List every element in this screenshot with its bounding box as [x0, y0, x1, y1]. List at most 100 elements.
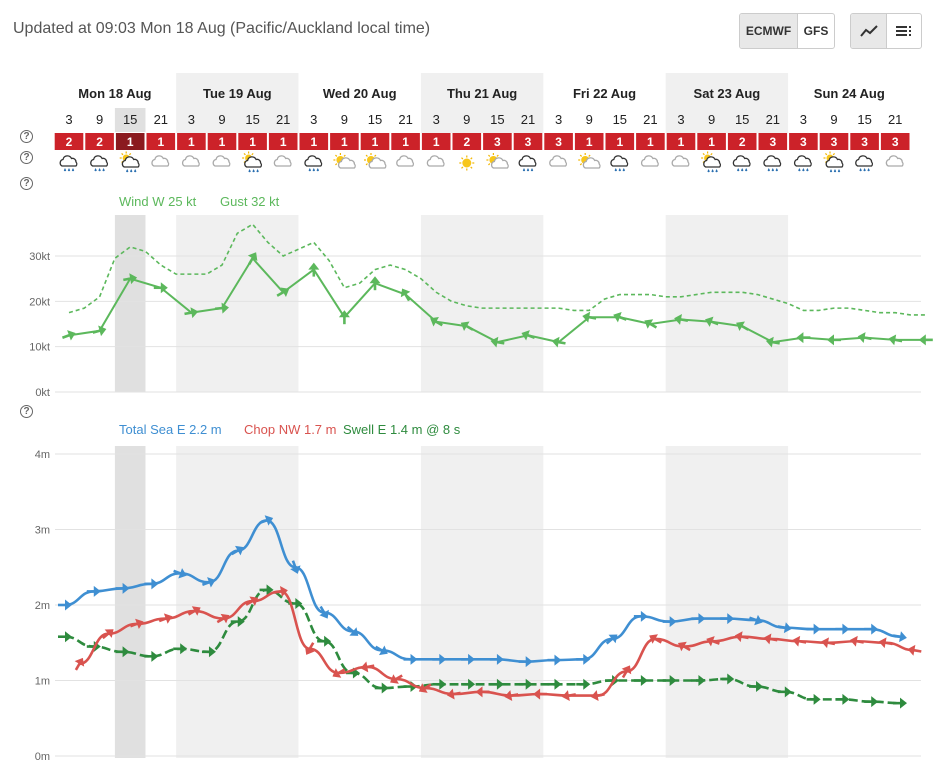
rain-icon	[793, 155, 812, 172]
rating-cell	[666, 133, 696, 150]
wind-help-icon[interactable]: ?	[20, 177, 33, 190]
wind-arrow	[92, 325, 107, 337]
chop-arrow	[304, 642, 315, 655]
weather-help-icon[interactable]: ?	[20, 151, 33, 164]
sea-help-icon[interactable]: ?	[20, 405, 33, 418]
legend-swell: Swell E 1.4 m @ 8 s	[343, 422, 461, 437]
wind-arrow	[338, 310, 350, 325]
rating-value: 1	[372, 135, 379, 149]
swell-arrow	[115, 646, 130, 658]
hour-label: 15	[613, 112, 627, 127]
y-tick-label: 30kt	[29, 251, 50, 263]
wind-arrow	[490, 336, 505, 348]
wind-arrow	[644, 319, 658, 329]
rating-cell	[880, 133, 910, 150]
gust-line	[68, 223, 926, 316]
wind-arrow	[613, 312, 627, 323]
total-sea-arrow	[259, 515, 274, 526]
wind-arrow	[705, 316, 719, 327]
ecmwf-button[interactable]: ECMWF	[740, 14, 798, 48]
day-band-header	[176, 73, 299, 133]
swell-arrow	[691, 675, 706, 686]
cloud-icon	[396, 155, 415, 167]
rating-value: 1	[616, 135, 623, 149]
chop-arrow	[158, 613, 173, 624]
rating-value: 3	[892, 135, 899, 149]
hour-label: 21	[276, 112, 290, 127]
wind-arrow	[61, 330, 76, 341]
swell-arrow	[518, 678, 533, 690]
line-chart-icon	[859, 25, 878, 37]
y-tick-label: 0kt	[35, 387, 50, 399]
day-band-sea	[665, 446, 789, 758]
hour-label: 9	[463, 112, 470, 127]
swell-arrow	[144, 650, 159, 662]
hour-label: 15	[857, 112, 871, 127]
hour-label: 3	[433, 112, 440, 127]
total-sea-arrow	[461, 653, 476, 665]
cloud-icon	[885, 155, 904, 167]
chop-arrow	[649, 634, 662, 644]
y-tick-label: 4m	[35, 449, 50, 461]
gfs-button[interactable]: GFS	[803, 24, 829, 38]
swell-arrow	[461, 678, 476, 690]
chop-arrow	[74, 657, 85, 671]
total-sea-arrow	[864, 623, 879, 635]
table-view-button[interactable]	[887, 14, 921, 48]
legend-total-sea: Total Sea E 2.2 m	[119, 422, 222, 437]
swell-arrow	[230, 616, 245, 628]
day-band-wind	[420, 215, 544, 392]
y-tick-label: 1m	[35, 676, 50, 688]
day-label: Mon 18 Aug	[78, 86, 151, 101]
rating-value: 3	[494, 135, 501, 149]
rain-icon	[855, 155, 874, 172]
swell-arrow	[633, 675, 648, 686]
chop-arrow	[849, 635, 864, 647]
rating-value: 1	[678, 135, 685, 149]
partly-sunny-rain-icon	[242, 151, 263, 173]
rating-value: 1	[157, 135, 164, 149]
partly-sunny-rain-icon	[701, 151, 722, 173]
rating-value: 2	[463, 135, 470, 149]
cloud-icon	[212, 155, 231, 167]
rating-help-icon[interactable]: ?	[20, 130, 33, 143]
wind-arrow	[736, 321, 749, 332]
rating-cell	[146, 133, 176, 150]
swell-arrow	[893, 697, 907, 709]
sunny-cloud-icon	[333, 153, 356, 169]
swell-arrow	[58, 631, 72, 643]
rating-value: 2	[739, 135, 746, 149]
total-sea-arrow	[489, 653, 504, 665]
rating-cell	[850, 133, 879, 150]
total-sea-arrow	[231, 545, 244, 556]
rating-cell	[544, 133, 573, 150]
total-sea-arrow	[86, 585, 101, 597]
cloud-icon	[273, 155, 292, 167]
rating-cell	[268, 133, 298, 150]
chop-arrow	[475, 686, 490, 698]
total-sea-arrow	[749, 614, 763, 626]
hour-label: 3	[800, 112, 807, 127]
list-icon	[896, 26, 911, 36]
line-chart-view-button[interactable]	[851, 14, 887, 48]
swell-arrow	[720, 673, 735, 685]
swell-arrow	[173, 643, 188, 655]
rating-cell	[789, 133, 818, 150]
total-sea-arrow	[58, 599, 72, 611]
day-label: Sat 23 Aug	[694, 86, 761, 101]
rating-cell	[360, 133, 390, 150]
total-sea-arrow	[605, 634, 618, 645]
rain-icon	[763, 155, 782, 172]
wind-arrow	[276, 287, 290, 298]
rain-icon	[732, 155, 751, 172]
hour-label: 9	[96, 112, 103, 127]
chop-arrow	[187, 606, 201, 616]
hour-label: 21	[521, 112, 535, 127]
chop-arrow	[101, 629, 114, 640]
wind-arrow	[400, 288, 411, 302]
hour-label: 3	[188, 112, 195, 127]
sunny-cloud-icon	[364, 153, 387, 169]
wind-arrow	[582, 311, 597, 323]
rating-value: 2	[66, 135, 73, 149]
updated-timestamp: Updated at 09:03 Mon 18 Aug (Pacific/Auc…	[13, 20, 431, 37]
